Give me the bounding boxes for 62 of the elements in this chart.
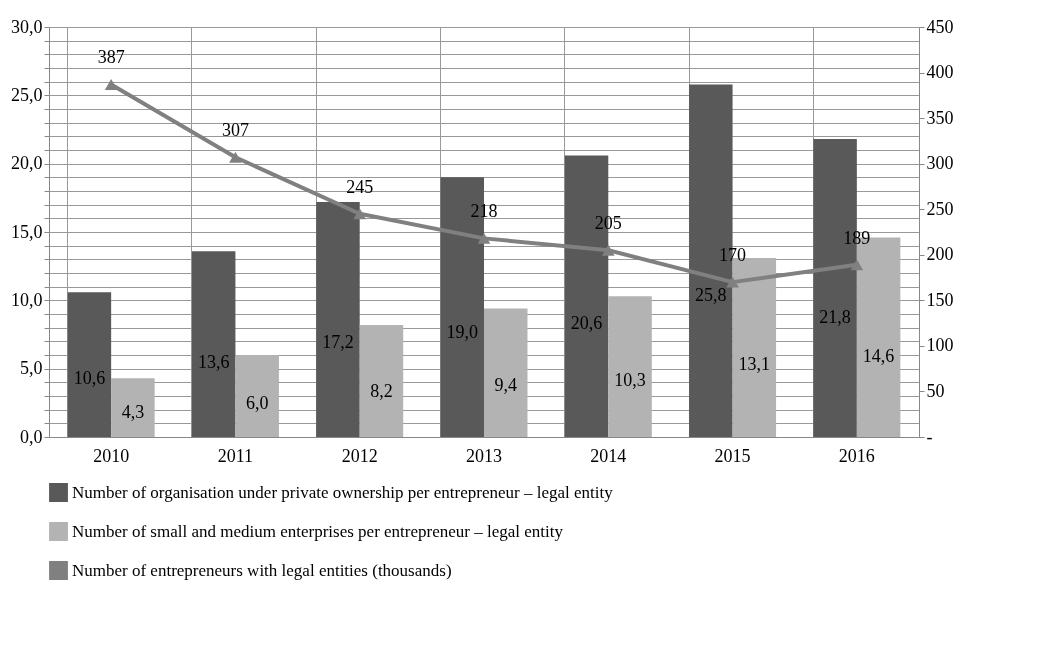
y-tick-label: 10,0	[11, 289, 43, 310]
bar	[191, 251, 236, 437]
y2-tick-label: -	[926, 426, 933, 447]
bar	[608, 296, 652, 437]
y2-tick-label: 150	[926, 289, 954, 310]
y-tick-label: 20,0	[11, 153, 43, 174]
data-label: 10,3	[614, 369, 646, 390]
data-label: 387	[97, 47, 125, 68]
y2-tick-label: 350	[926, 107, 954, 128]
data-label: 218	[470, 201, 498, 222]
y-tick-label: 0,0	[20, 426, 43, 447]
legend-label: Number of entrepreneurs with legal entities (thousands)	[72, 560, 452, 580]
point	[850, 259, 864, 271]
y-tick-label: 25,0	[11, 84, 43, 105]
bar	[111, 378, 155, 437]
point	[601, 244, 615, 256]
y2-tick-label: 250	[926, 198, 954, 219]
y2-tick-label: 200	[926, 244, 954, 265]
y2-tick-label: 400	[926, 62, 954, 83]
data-label: 189	[843, 227, 871, 248]
point	[104, 78, 118, 90]
data-label: 8,2	[370, 381, 393, 402]
x-tick-label: 2013	[466, 445, 502, 466]
x-tick-label: 2014	[590, 445, 627, 466]
y2-tick-label: 300	[926, 153, 954, 174]
x-tick-label: 2015	[714, 445, 751, 466]
y2-tick-label: 50	[926, 380, 945, 401]
x-tick-label: 2010	[93, 445, 130, 466]
data-label: 13,6	[197, 351, 230, 372]
bar	[316, 201, 360, 437]
point	[726, 276, 739, 288]
y2-tick-label: 450	[926, 16, 954, 37]
data-label: 25,8	[695, 284, 727, 305]
data-label: 10,6	[73, 368, 106, 389]
bar	[235, 355, 279, 437]
point	[229, 151, 242, 163]
data-label: 20,6	[570, 313, 603, 334]
legend-label: Number of organisation under private ownership per entrepreneur – legal entity	[72, 482, 614, 502]
y-tick-label: 15,0	[11, 221, 43, 242]
legend-label: Number of small and medium enterprises per entrepreneur – legal entity	[72, 521, 564, 541]
bar	[359, 324, 404, 437]
bar	[484, 308, 528, 437]
y-tick-label: 5,0	[20, 358, 43, 379]
data-label: 307	[221, 120, 249, 141]
data-label: 245	[346, 176, 374, 197]
x-tick-label: 2012	[341, 445, 378, 466]
x-tick-label: 2016	[838, 445, 875, 466]
bar	[67, 292, 112, 437]
data-label: 9,4	[494, 374, 517, 395]
data-label: 170	[719, 245, 747, 266]
data-label: 4,3	[121, 402, 145, 423]
data-label: 21,8	[819, 306, 851, 327]
data-label: 14,6	[862, 346, 895, 367]
data-label: 17,2	[322, 331, 354, 352]
y-tick-label: 30,0	[11, 16, 43, 37]
point	[477, 232, 491, 244]
y2-tick-label: 100	[926, 335, 954, 356]
x-tick-label: 2011	[217, 445, 254, 466]
data-label: 19,0	[446, 322, 478, 343]
point	[353, 208, 367, 220]
data-label: 13,1	[738, 354, 771, 375]
data-label: 6,0	[245, 393, 269, 414]
